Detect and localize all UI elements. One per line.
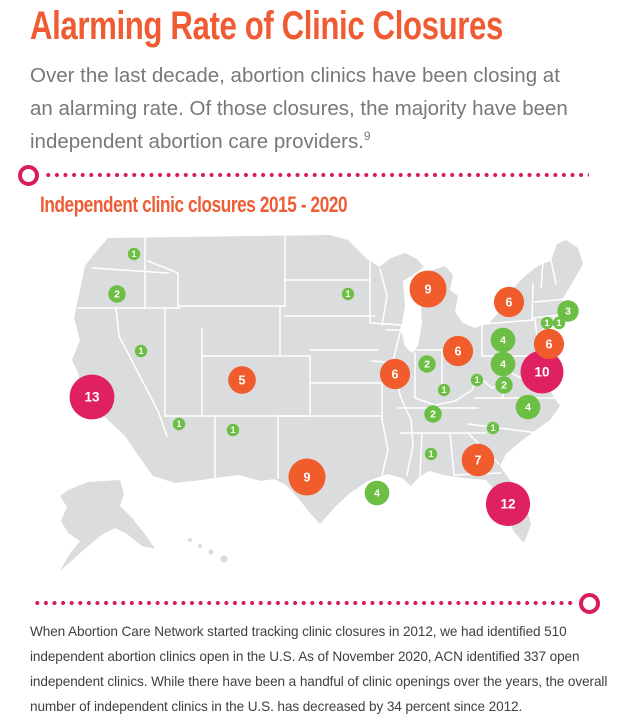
map-bubble-value-la: 4	[374, 488, 380, 500]
map-bubble-dc	[495, 376, 513, 394]
map-bubble-value-pa: 4	[500, 335, 506, 347]
divider-ring-icon	[18, 164, 39, 186]
map-bubble-value-nm: 1	[230, 425, 235, 435]
page-title: Alarming Rate of Clinic Closures	[30, 4, 625, 48]
map-bubble-mi	[409, 270, 447, 308]
map-bubble-value-ny: 6	[506, 295, 513, 309]
map-bubble-nc	[515, 394, 541, 420]
map-bubble-value-wv: 1	[474, 375, 479, 385]
map-bubble-value-dc: 2	[501, 380, 507, 392]
map-bubble-value-az: 1	[176, 419, 181, 429]
map-bubble-md	[490, 351, 516, 377]
map-bubble-ma	[557, 300, 579, 322]
intro-text: Over the last decade, abortion clinics h…	[30, 64, 568, 153]
map-title: Independent clinic closures 2015 - 2020	[40, 192, 434, 218]
dotted-divider-top	[18, 164, 594, 186]
map-bubble-nv	[134, 344, 148, 358]
alaska-shape	[60, 480, 155, 571]
map-bubble-in	[418, 355, 436, 373]
map-bubble-tx	[288, 458, 326, 496]
map-bubble-value-va: 10	[534, 365, 549, 380]
map-bubble-value-nc: 4	[525, 402, 531, 414]
map-bubble-fl	[485, 481, 531, 527]
page-title-text: Alarming Rate of Clinic Closures	[30, 4, 503, 48]
map-bubble-il	[379, 358, 411, 390]
map-bubble-ga	[461, 443, 495, 477]
map-bubble-value-nj: 6	[546, 337, 553, 351]
footnote-marker: 9	[363, 128, 371, 143]
map-bubble-al	[424, 447, 438, 461]
map-bubble-tn	[424, 405, 442, 423]
map-bubble-value-ma: 3	[565, 306, 571, 318]
us-map-landmass	[60, 235, 583, 571]
intro-paragraph: Over the last decade, abortion clinics h…	[30, 60, 588, 158]
map-bubble-value-co: 5	[239, 373, 246, 387]
map-bubble-value-il: 6	[392, 367, 399, 381]
map-bubble-value-wa: 1	[131, 249, 136, 259]
map-bubble-value-al: 1	[428, 449, 433, 459]
map-bubble-nj	[533, 328, 565, 360]
map-bubble-ky	[437, 383, 451, 397]
map-bubble-ca	[69, 374, 115, 420]
divider-ring-icon	[579, 592, 600, 614]
map-title-text: Independent clinic closures 2015 - 2020	[40, 192, 348, 217]
map-bubble-value-ky: 1	[441, 385, 446, 395]
map-bubble-wa	[127, 247, 141, 261]
map-bubble-value-oh: 6	[455, 344, 462, 358]
map-bubble-value-mi: 9	[425, 282, 432, 296]
map-bubble-oh	[442, 335, 474, 367]
map-bubble-value-tx: 9	[304, 470, 311, 484]
map-bubble-or	[108, 285, 126, 303]
dotted-divider-bottom	[28, 592, 600, 614]
map-bubble-wv	[470, 373, 484, 387]
map-bubble-co	[228, 366, 256, 394]
footer-paragraph: When Abortion Care Network started track…	[30, 624, 608, 714]
map-bubble-value-or: 2	[114, 289, 120, 301]
us-closures-map: 1 2 1 13 1 1 5 9 4 1 9 6 2 6 1 2 1 7 12 1 4 10 1 2 4 4 6 6 1 1 3	[30, 228, 600, 576]
map-bubble-ct	[540, 316, 554, 330]
hawaii-islands	[188, 538, 228, 563]
map-bubble-value-ga: 7	[475, 453, 482, 467]
map-bubble-value-ri: 1	[556, 318, 561, 328]
map-bubble-value-tn: 2	[430, 409, 436, 421]
map-bubble-mn	[341, 287, 355, 301]
divider-dots	[33, 600, 574, 606]
map-bubble-ny	[493, 286, 525, 318]
map-bubble-value-nv: 1	[138, 346, 143, 356]
map-bubble-value-ca: 13	[84, 390, 100, 405]
map-bubble-value-ct: 1	[544, 318, 549, 328]
map-bubble-sc	[486, 421, 500, 435]
map-bubble-az	[172, 417, 186, 431]
map-bubble-value-fl: 12	[500, 497, 515, 512]
map-bubble-pa	[490, 327, 516, 353]
map-bubble-value-in: 2	[424, 359, 430, 371]
map-bubble-value-sc: 1	[490, 423, 495, 433]
map-bubble-va	[520, 350, 564, 394]
map-bubble-value-md: 4	[500, 359, 506, 371]
divider-dots	[44, 172, 589, 178]
map-bubble-value-mn: 1	[345, 289, 350, 299]
map-bubble-nm	[226, 423, 240, 437]
map-bubble-la	[364, 480, 390, 506]
